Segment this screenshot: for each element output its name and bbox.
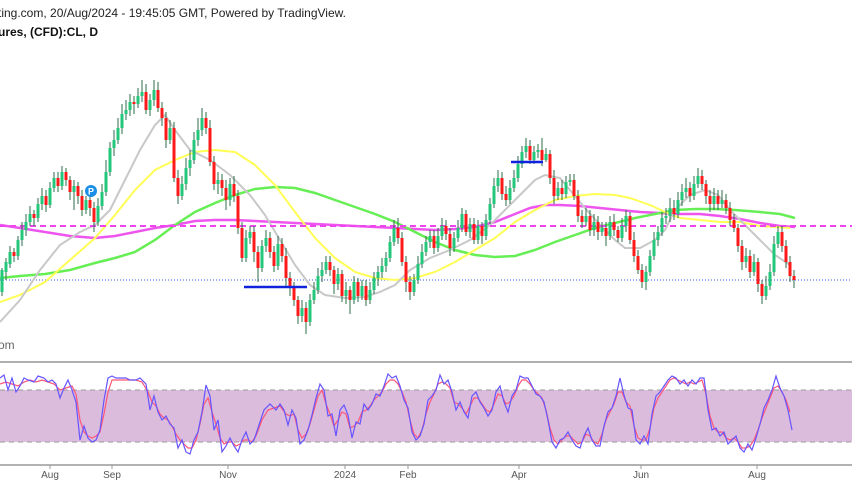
p-marker-icon[interactable]: P bbox=[85, 185, 97, 197]
level-segments bbox=[244, 160, 543, 289]
x-axis-label: Nov bbox=[219, 470, 237, 481]
stochastic-lines bbox=[0, 372, 793, 455]
x-axis-label: Jun bbox=[632, 470, 650, 481]
time-axis bbox=[0, 361, 852, 469]
x-axis-label: Sep bbox=[103, 470, 121, 481]
candlesticks bbox=[0, 80, 796, 334]
x-axis-label: Aug bbox=[748, 470, 766, 481]
x-axis-label: Aug bbox=[41, 470, 59, 481]
chart-source-timestamp: ting.com, 20/Aug/2024 - 19:45:05 GMT, Po… bbox=[0, 6, 346, 20]
x-axis-label: 2024 bbox=[333, 470, 357, 481]
watermark-text: om bbox=[0, 338, 15, 352]
chart-symbol-title: ures, (CFD):CL, D bbox=[0, 25, 98, 39]
moving-averages bbox=[0, 113, 852, 323]
svg-text:P: P bbox=[88, 187, 94, 197]
x-axis-label: Apr bbox=[511, 470, 527, 481]
x-axis-label: Feb bbox=[399, 470, 417, 481]
